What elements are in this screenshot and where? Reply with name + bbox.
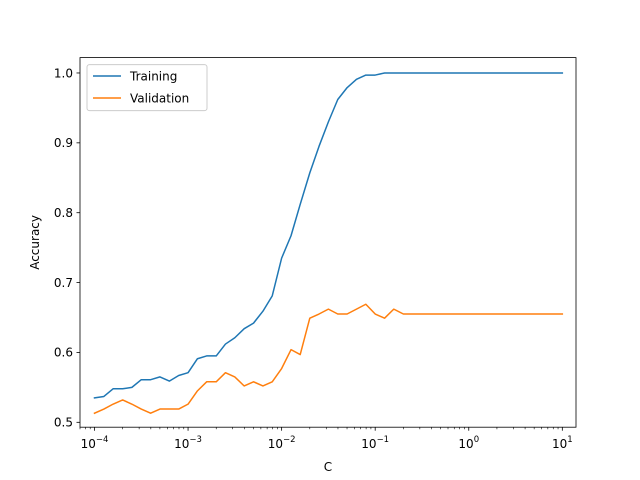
y-tick-label: 0.7 bbox=[54, 276, 73, 290]
x-tick-exponent: −3 bbox=[189, 435, 202, 445]
legend-label-training: Training bbox=[129, 69, 177, 83]
x-tick-base: 10 bbox=[552, 437, 567, 451]
y-tick-label: 0.9 bbox=[54, 136, 73, 150]
x-tick-exponent: −1 bbox=[377, 435, 390, 445]
x-tick-base: 10 bbox=[174, 437, 189, 451]
plot-area bbox=[93, 72, 564, 415]
x-tick-label: 10−2 bbox=[268, 435, 296, 451]
x-tick-label: 10−1 bbox=[361, 435, 389, 451]
y-tick-label: 1.0 bbox=[54, 66, 73, 80]
x-tick-exponent: 0 bbox=[474, 435, 479, 445]
y-axis: 0.5 0.6 0.7 0.8 0.9 1.0 bbox=[54, 66, 80, 430]
x-tick-label: 10−3 bbox=[174, 435, 202, 451]
axes-frame bbox=[79, 57, 577, 428]
y-tick-label: 0.8 bbox=[54, 206, 73, 220]
series-line-training bbox=[93, 72, 564, 399]
x-tick-exponent: −2 bbox=[283, 435, 296, 445]
x-axis-label: C bbox=[324, 460, 332, 474]
x-tick-base: 10 bbox=[81, 437, 96, 451]
x-tick-label: 101 bbox=[552, 435, 573, 451]
legend-label-validation: Validation bbox=[130, 91, 189, 105]
x-tick-label: 100 bbox=[458, 435, 479, 451]
x-tick-exponent: −4 bbox=[96, 435, 109, 445]
x-tick-label: 10−4 bbox=[81, 435, 109, 451]
x-tick-exponent: 1 bbox=[567, 435, 572, 445]
x-axis: 10−4 10−3 10−2 10−1 100 101 bbox=[79, 427, 573, 451]
legend: Training Validation bbox=[86, 64, 208, 112]
x-tick-base: 10 bbox=[268, 437, 283, 451]
x-tick-base: 10 bbox=[458, 437, 473, 451]
y-tick-label: 0.5 bbox=[54, 416, 73, 430]
y-axis-label: Accuracy bbox=[28, 215, 42, 270]
y-tick-label: 0.6 bbox=[54, 346, 73, 360]
x-tick-base: 10 bbox=[361, 437, 376, 451]
series-line-validation bbox=[93, 303, 564, 415]
